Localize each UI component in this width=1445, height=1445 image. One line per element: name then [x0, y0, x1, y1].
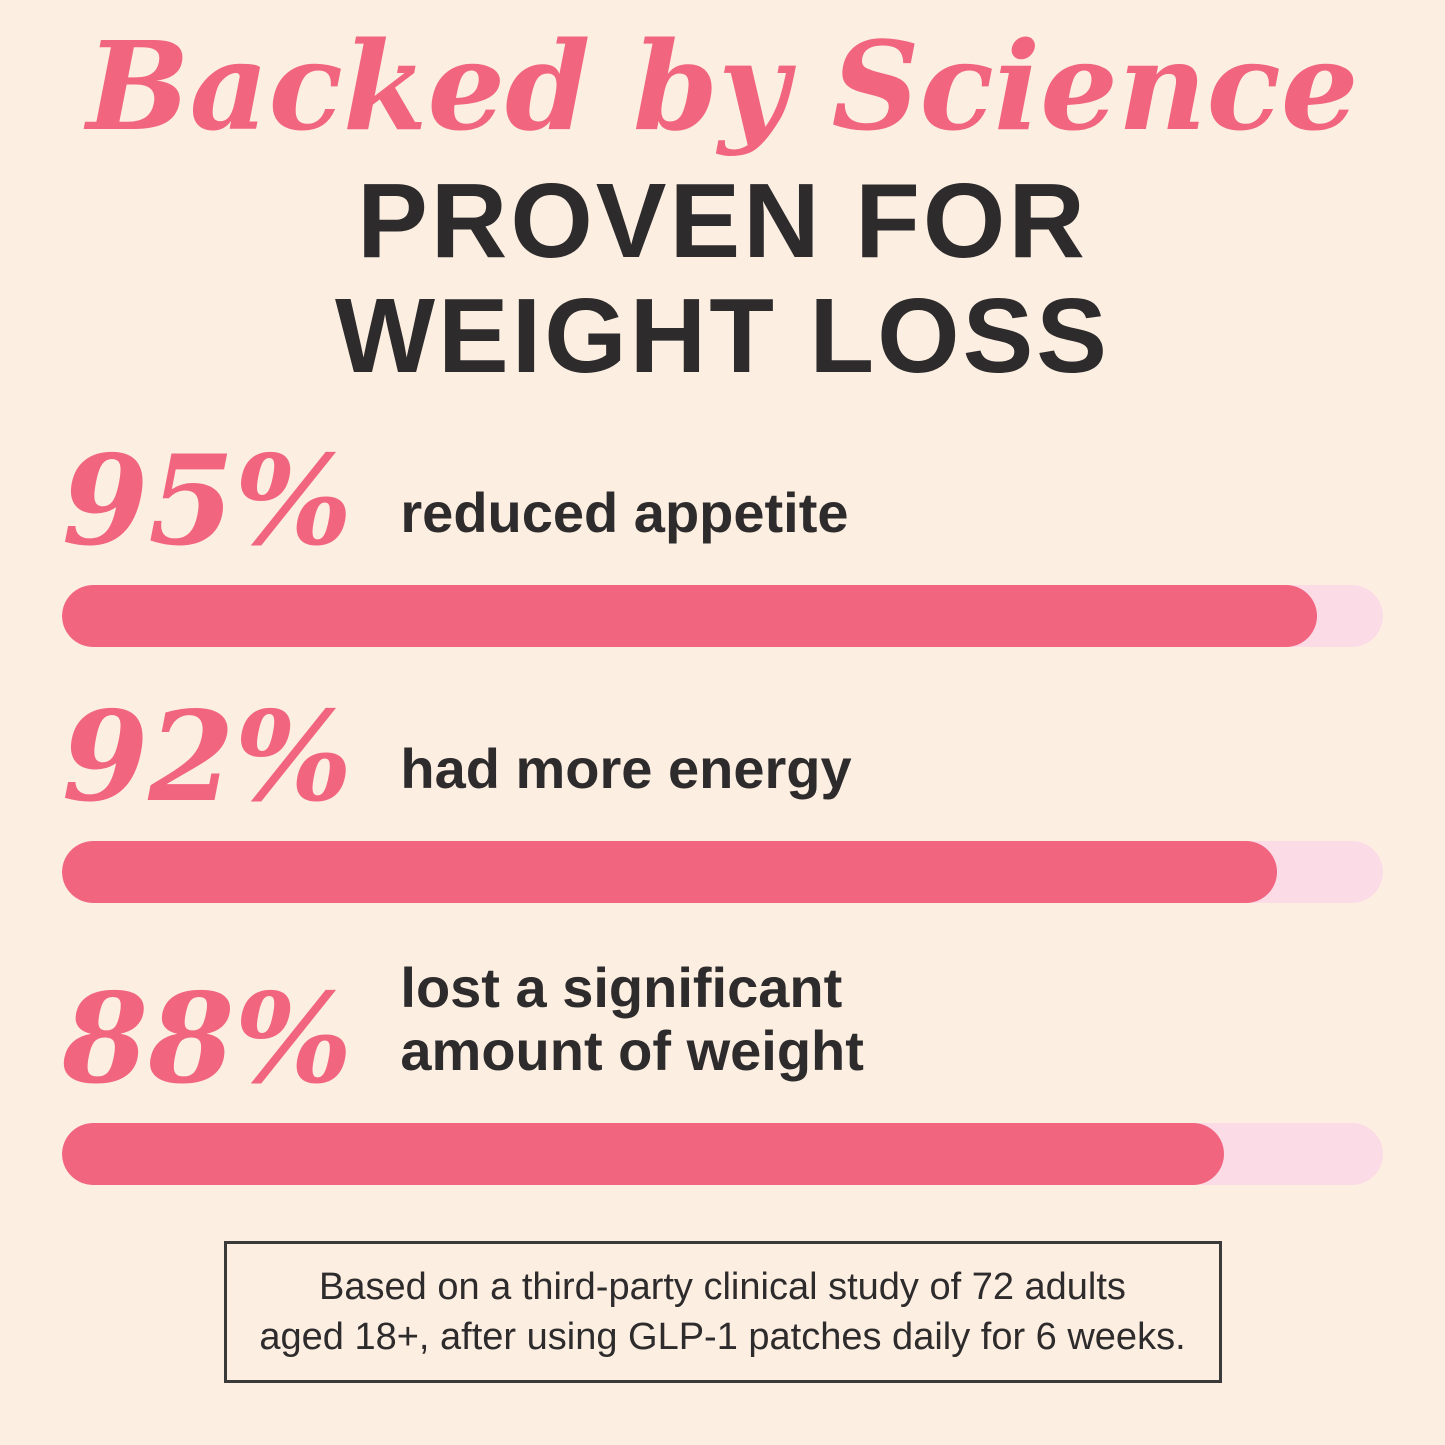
stat-bar-fill: [62, 585, 1317, 648]
stat-head: 95% reduced appetite: [62, 429, 1383, 575]
stat-head: 88% lost a significant amount of weight: [62, 956, 1383, 1112]
stat-bar-track: [62, 585, 1383, 648]
stats-section: 95% reduced appetite 92% had more energy…: [0, 429, 1445, 1185]
stat-percent: 88%: [62, 966, 353, 1112]
stat-bar-fill: [62, 841, 1278, 904]
main-title-line1: PROVEN FOR: [357, 162, 1088, 281]
stat-bar-fill: [62, 1122, 1225, 1185]
stat-head: 92% had more energy: [62, 685, 1383, 831]
main-title-line2: WEIGHT LOSS: [335, 276, 1110, 395]
footnote-line2: aged 18+, after using GLP-1 patches dail…: [259, 1315, 1186, 1358]
stat-label: reduced appetite: [400, 481, 849, 545]
script-title: Backed by Science: [86, 14, 1359, 158]
stat-label: had more energy: [400, 737, 852, 801]
stat-bar-track: [62, 841, 1383, 904]
footnote-box: Based on a third-party clinical study of…: [223, 1240, 1222, 1383]
stat-row-more-energy: 92% had more energy: [62, 685, 1383, 904]
stat-row-reduced-appetite: 95% reduced appetite: [62, 429, 1383, 648]
footnote-line1: Based on a third-party clinical study of…: [319, 1265, 1126, 1308]
stat-percent: 92%: [62, 685, 353, 831]
stat-bar-track: [62, 1122, 1383, 1185]
stat-percent: 95%: [62, 429, 353, 575]
stat-label: lost a significant amount of weight: [400, 956, 864, 1082]
main-title: PROVEN FOR WEIGHT LOSS: [0, 164, 1445, 393]
stat-row-weight-lost: 88% lost a significant amount of weight: [62, 956, 1383, 1185]
